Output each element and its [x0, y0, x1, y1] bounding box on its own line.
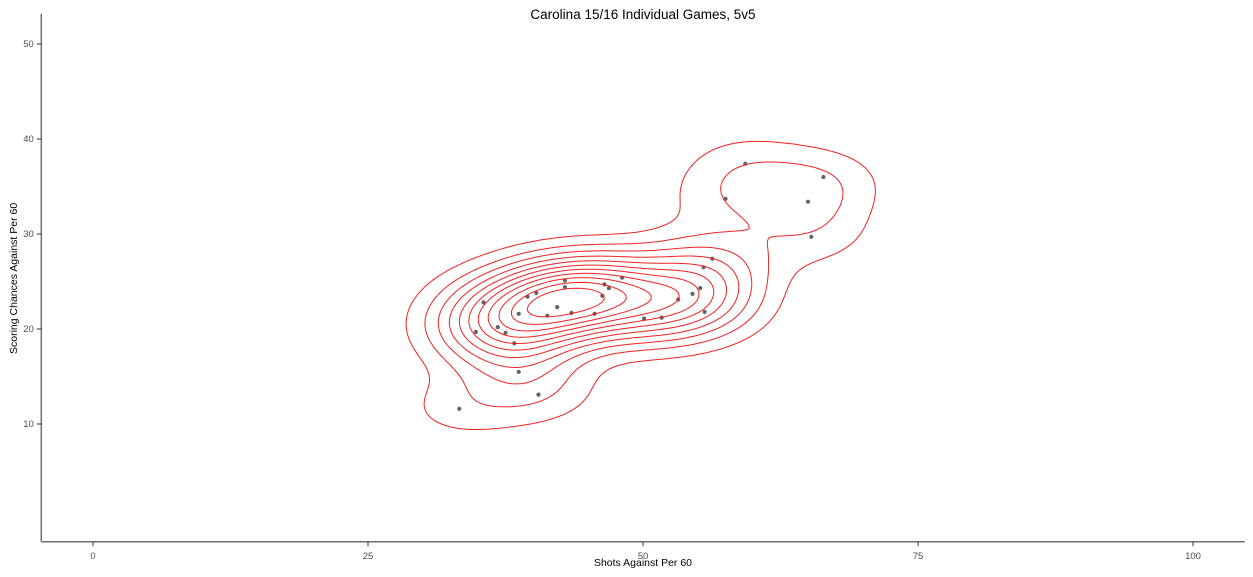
data-point [562, 278, 568, 283]
contour-level-8 [487, 272, 680, 338]
y-tick-label: 30 [23, 229, 34, 240]
contour-level-11 [526, 287, 605, 318]
data-point [690, 291, 695, 296]
contour-level-4 [448, 255, 740, 368]
x-tick-label: 50 [638, 551, 649, 562]
data-point [503, 330, 508, 335]
contour-level-1 [405, 140, 876, 430]
data-point [536, 392, 541, 397]
data-point [516, 369, 521, 374]
data-point [457, 406, 462, 411]
data-point [698, 286, 703, 291]
y-tick-label: 40 [23, 134, 34, 145]
contour-level-9 [498, 277, 652, 332]
x-axis-title: Shots Against Per 60 [593, 557, 693, 569]
data-point [495, 325, 500, 330]
y-tick-label: 50 [23, 39, 34, 50]
data-point [702, 309, 707, 314]
contour-level-2 [424, 161, 844, 408]
contour-level-7 [477, 268, 700, 344]
data-point [481, 300, 486, 305]
data-point [534, 290, 539, 295]
data-point [809, 234, 814, 239]
x-tick-label: 100 [1185, 551, 1201, 562]
data-point [555, 305, 560, 310]
data-point [516, 311, 521, 316]
data-point [642, 316, 647, 321]
contour-level-6 [468, 264, 715, 351]
data-point [821, 174, 826, 180]
data-point [805, 199, 811, 204]
contour-level-5 [458, 260, 728, 359]
scatter-points [457, 161, 826, 411]
axes [40, 13, 1245, 543]
contour-level-10 [510, 281, 627, 325]
density-contours [405, 140, 876, 430]
y-tick-label: 20 [23, 324, 34, 335]
chart-title: Carolina 15/16 Individual Games, 5v5 [530, 7, 756, 22]
contour-level-3 [437, 246, 753, 385]
tick-marks [36, 43, 1194, 547]
x-tick-label: 25 [363, 551, 374, 562]
data-point [606, 286, 612, 291]
tick-labels: 0 25 50 75 100 10 20 30 40 50 [23, 39, 1201, 562]
x-tick-label: 75 [913, 551, 924, 562]
y-tick-label: 10 [23, 419, 34, 430]
x-tick-label: 0 [90, 551, 95, 562]
data-point [562, 285, 568, 290]
data-point [473, 329, 478, 334]
